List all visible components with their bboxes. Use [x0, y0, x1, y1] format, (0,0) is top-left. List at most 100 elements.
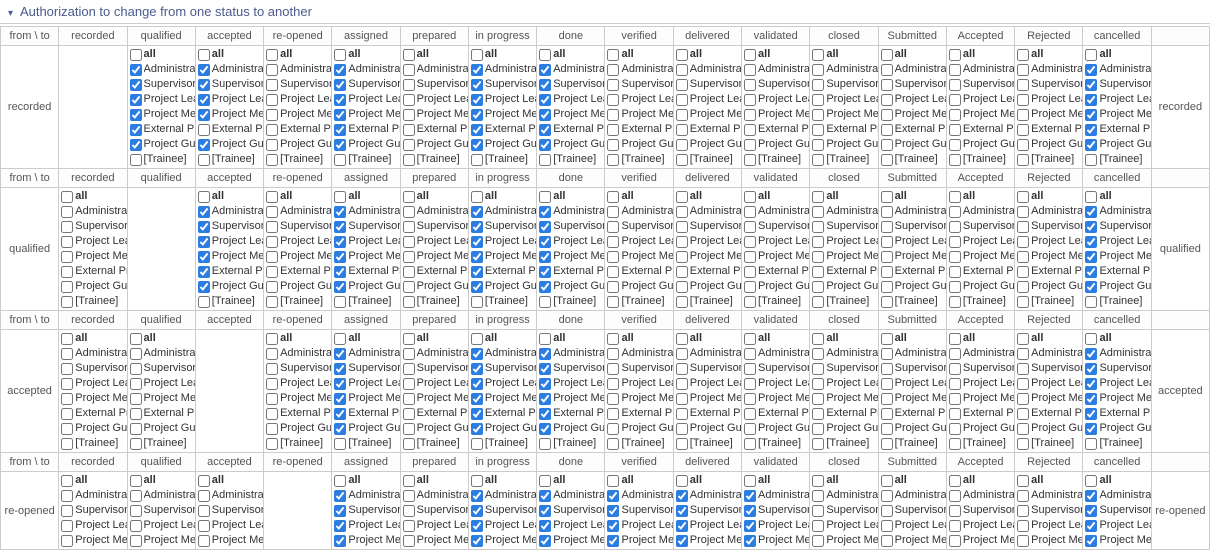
role-checkbox-row[interactable]: Administrator [1085, 346, 1150, 361]
role-checkbox[interactable] [744, 206, 756, 218]
role-checkbox-row[interactable]: Project Leader [539, 92, 604, 107]
role-checkbox[interactable] [334, 520, 346, 532]
role-checkbox-row[interactable]: all [881, 189, 946, 204]
role-checkbox-row[interactable]: Trainee [607, 152, 672, 167]
role-checkbox-row[interactable]: External Project [812, 406, 877, 421]
role-checkbox[interactable] [471, 154, 483, 166]
role-checkbox[interactable] [1017, 64, 1029, 76]
role-checkbox-row[interactable]: all [130, 331, 195, 346]
role-checkbox-row[interactable]: External Project [198, 264, 263, 279]
role-checkbox-row[interactable]: Supervisor [1017, 361, 1082, 376]
role-checkbox-row[interactable]: Supervisor [539, 219, 604, 234]
role-checkbox-row[interactable]: Administrator [198, 204, 263, 219]
role-checkbox-row[interactable]: all [1017, 189, 1082, 204]
role-checkbox-row[interactable]: Administrator [881, 204, 946, 219]
role-checkbox-row[interactable]: Project Guest [539, 279, 604, 294]
role-checkbox[interactable] [812, 124, 824, 136]
role-checkbox[interactable] [949, 393, 961, 405]
role-checkbox[interactable] [676, 206, 688, 218]
role-checkbox-row[interactable]: Project Guest [471, 421, 536, 436]
role-checkbox[interactable] [881, 475, 893, 487]
role-checkbox-row[interactable]: External Project [266, 406, 331, 421]
role-checkbox[interactable] [676, 333, 688, 345]
role-checkbox[interactable] [676, 423, 688, 435]
role-checkbox[interactable] [471, 363, 483, 375]
role-checkbox[interactable] [1085, 438, 1097, 450]
role-checkbox[interactable] [881, 109, 893, 121]
role-checkbox[interactable] [130, 393, 142, 405]
role-checkbox[interactable] [130, 378, 142, 390]
role-checkbox[interactable] [471, 124, 483, 136]
role-checkbox[interactable] [1017, 438, 1029, 450]
role-checkbox[interactable] [471, 251, 483, 263]
role-checkbox-row[interactable]: Project Member [61, 391, 126, 406]
role-checkbox-row[interactable]: Administrator [471, 62, 536, 77]
role-checkbox-row[interactable]: all [1085, 47, 1150, 62]
role-checkbox[interactable] [403, 94, 415, 106]
role-checkbox[interactable] [1017, 49, 1029, 61]
role-checkbox-row[interactable]: Supervisor [471, 361, 536, 376]
role-checkbox-row[interactable]: Supervisor [266, 219, 331, 234]
role-checkbox[interactable] [607, 475, 619, 487]
role-checkbox-row[interactable]: Project Guest [130, 421, 195, 436]
role-checkbox[interactable] [198, 206, 210, 218]
role-checkbox-row[interactable]: all [266, 331, 331, 346]
role-checkbox[interactable] [744, 408, 756, 420]
role-checkbox-row[interactable]: Project Member [334, 533, 399, 548]
role-checkbox-row[interactable]: Project Guest [1017, 279, 1082, 294]
role-checkbox-row[interactable]: all [266, 47, 331, 62]
role-checkbox[interactable] [334, 64, 346, 76]
role-checkbox[interactable] [676, 363, 688, 375]
role-checkbox-row[interactable]: Administrator [539, 204, 604, 219]
role-checkbox-row[interactable]: Project Member [607, 391, 672, 406]
role-checkbox-row[interactable]: Project Leader [403, 376, 468, 391]
role-checkbox-row[interactable]: Administrator [607, 62, 672, 77]
role-checkbox[interactable] [471, 266, 483, 278]
role-checkbox[interactable] [266, 393, 278, 405]
role-checkbox[interactable] [266, 333, 278, 345]
section-title[interactable]: Authorization to change from one status … [0, 0, 1210, 23]
role-checkbox-row[interactable]: Project Member [61, 533, 126, 548]
role-checkbox[interactable] [471, 475, 483, 487]
role-checkbox-row[interactable]: Supervisor [949, 219, 1014, 234]
role-checkbox[interactable] [676, 348, 688, 360]
role-checkbox[interactable] [607, 348, 619, 360]
role-checkbox[interactable] [607, 221, 619, 233]
role-checkbox[interactable] [1017, 490, 1029, 502]
role-checkbox-row[interactable]: Supervisor [676, 361, 741, 376]
role-checkbox[interactable] [130, 423, 142, 435]
role-checkbox-row[interactable]: Supervisor [61, 219, 126, 234]
role-checkbox[interactable] [334, 423, 346, 435]
role-checkbox-row[interactable]: Project Guest [949, 421, 1014, 436]
role-checkbox-row[interactable]: Project Leader [949, 376, 1014, 391]
role-checkbox[interactable] [949, 206, 961, 218]
role-checkbox-row[interactable]: all [744, 473, 809, 488]
role-checkbox[interactable] [949, 475, 961, 487]
role-checkbox[interactable] [403, 408, 415, 420]
role-checkbox-row[interactable]: External Project [1085, 406, 1150, 421]
role-checkbox-row[interactable]: Project Guest [676, 137, 741, 152]
role-checkbox[interactable] [403, 363, 415, 375]
role-checkbox[interactable] [130, 154, 142, 166]
role-checkbox-row[interactable]: Supervisor [334, 361, 399, 376]
role-checkbox-row[interactable]: Administrator [881, 488, 946, 503]
role-checkbox[interactable] [403, 109, 415, 121]
role-checkbox-row[interactable]: Administrator [471, 204, 536, 219]
role-checkbox[interactable] [130, 94, 142, 106]
role-checkbox-row[interactable]: Project Member [881, 391, 946, 406]
role-checkbox-row[interactable]: Project Leader [607, 234, 672, 249]
role-checkbox-row[interactable]: Administrator [812, 62, 877, 77]
role-checkbox[interactable] [403, 423, 415, 435]
role-checkbox[interactable] [812, 348, 824, 360]
role-checkbox-row[interactable]: Trainee [130, 152, 195, 167]
role-checkbox-row[interactable]: Project Member [812, 533, 877, 548]
role-checkbox[interactable] [334, 49, 346, 61]
role-checkbox[interactable] [1017, 408, 1029, 420]
role-checkbox-row[interactable]: Administrator [744, 204, 809, 219]
role-checkbox-row[interactable]: Project Member [812, 249, 877, 264]
role-checkbox[interactable] [198, 281, 210, 293]
role-checkbox[interactable] [334, 79, 346, 91]
role-checkbox[interactable] [539, 348, 551, 360]
role-checkbox[interactable] [266, 94, 278, 106]
role-checkbox-row[interactable]: Project Guest [471, 279, 536, 294]
